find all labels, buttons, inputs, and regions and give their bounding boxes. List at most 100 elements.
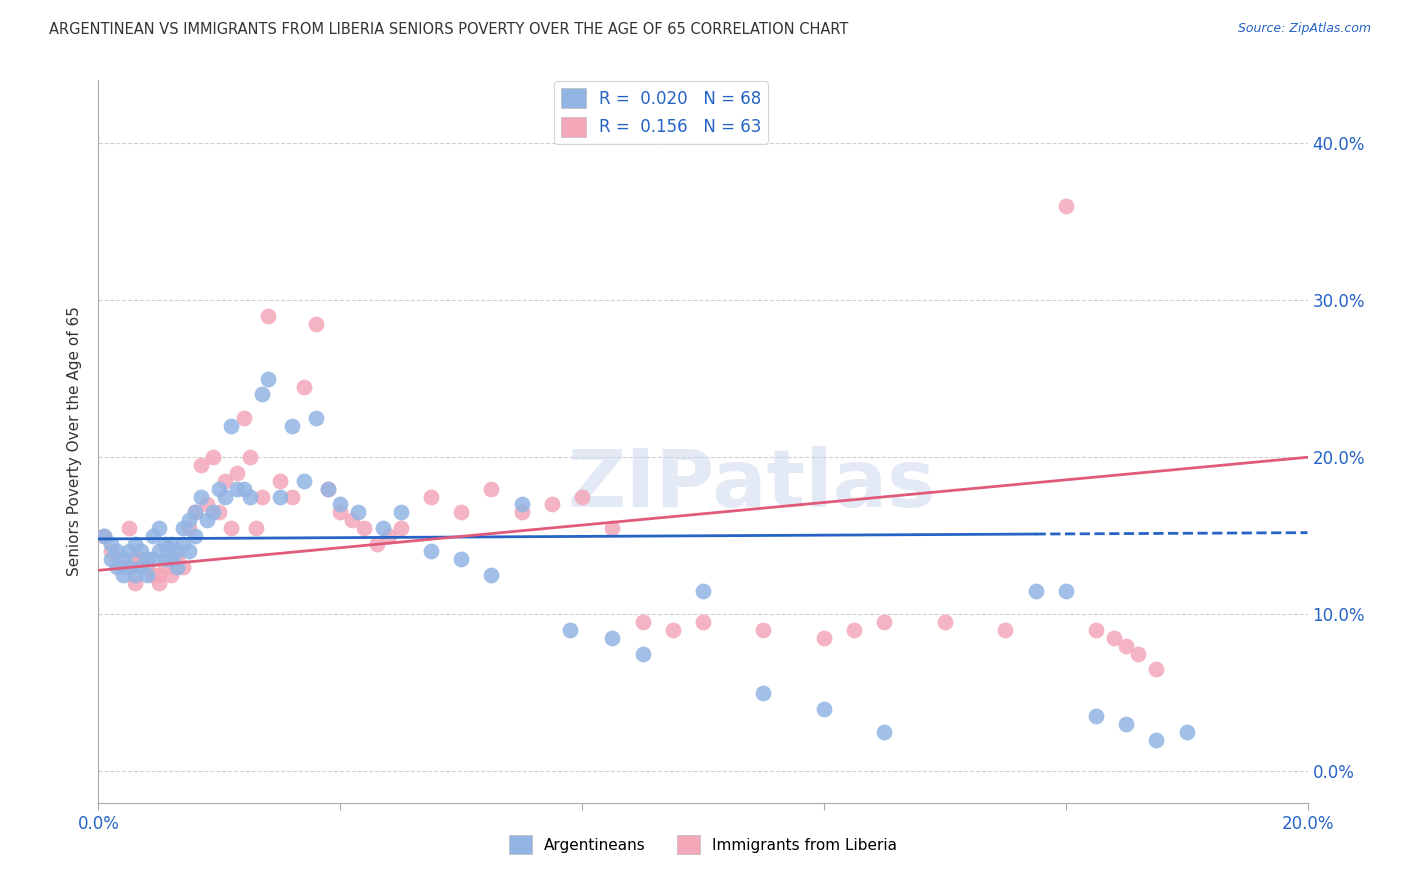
Point: [602, 521, 624, 535]
Point: [111, 552, 134, 566]
Point: [129, 552, 152, 566]
Point: [172, 560, 194, 574]
Point: [934, 615, 956, 630]
Point: [239, 490, 262, 504]
Point: [153, 560, 176, 574]
Point: [160, 536, 183, 550]
Point: [142, 552, 165, 566]
Point: [450, 505, 472, 519]
Point: [420, 544, 443, 558]
Point: [844, 623, 866, 637]
Point: [202, 505, 225, 519]
Point: [124, 568, 146, 582]
Point: [813, 631, 835, 645]
Point: [1024, 583, 1046, 598]
Point: [160, 568, 183, 582]
Point: [389, 521, 412, 535]
Point: [752, 623, 775, 637]
Point: [129, 560, 152, 574]
Point: [148, 544, 170, 558]
Point: [221, 521, 243, 535]
Point: [214, 490, 236, 504]
Point: [135, 560, 157, 574]
Point: [481, 482, 503, 496]
Point: [184, 505, 207, 519]
Point: [100, 552, 122, 566]
Point: [692, 583, 714, 598]
Point: [226, 466, 249, 480]
Point: [510, 497, 533, 511]
Point: [1115, 639, 1137, 653]
Point: [873, 725, 896, 739]
Point: [232, 482, 254, 496]
Point: [195, 513, 218, 527]
Point: [631, 647, 654, 661]
Point: [377, 529, 399, 543]
Point: [179, 513, 201, 527]
Point: [105, 544, 128, 558]
Point: [135, 568, 157, 582]
Point: [1085, 709, 1108, 723]
Point: [250, 387, 273, 401]
Point: [118, 544, 141, 558]
Point: [179, 544, 201, 558]
Point: [269, 474, 291, 488]
Point: [353, 521, 375, 535]
Point: [420, 490, 443, 504]
Point: [292, 379, 315, 393]
Point: [153, 536, 176, 550]
Point: [184, 529, 207, 543]
Point: [281, 418, 304, 433]
Point: [1115, 717, 1137, 731]
Point: [602, 631, 624, 645]
Point: [292, 474, 315, 488]
Point: [172, 536, 194, 550]
Point: [342, 513, 364, 527]
Point: [105, 552, 128, 566]
Point: [202, 450, 225, 465]
Point: [256, 309, 278, 323]
Point: [481, 568, 503, 582]
Point: [93, 529, 115, 543]
Point: [305, 411, 328, 425]
Y-axis label: Seniors Poverty Over the Age of 65: Seniors Poverty Over the Age of 65: [67, 307, 83, 576]
Point: [245, 521, 267, 535]
Point: [221, 418, 243, 433]
Point: [873, 615, 896, 630]
Point: [366, 536, 388, 550]
Point: [208, 505, 231, 519]
Point: [142, 529, 165, 543]
Point: [226, 482, 249, 496]
Point: [510, 505, 533, 519]
Point: [558, 623, 581, 637]
Point: [1054, 199, 1077, 213]
Point: [135, 552, 157, 566]
Text: ZIPatlas: ZIPatlas: [567, 446, 935, 524]
Point: [184, 505, 207, 519]
Point: [389, 505, 412, 519]
Point: [631, 615, 654, 630]
Point: [239, 450, 262, 465]
Point: [124, 552, 146, 566]
Point: [148, 568, 170, 582]
Point: [166, 560, 188, 574]
Point: [172, 521, 194, 535]
Point: [269, 490, 291, 504]
Point: [160, 552, 183, 566]
Point: [208, 482, 231, 496]
Legend: Argentineans, Immigrants from Liberia: Argentineans, Immigrants from Liberia: [503, 830, 903, 860]
Point: [100, 536, 122, 550]
Text: ARGENTINEAN VS IMMIGRANTS FROM LIBERIA SENIORS POVERTY OVER THE AGE OF 65 CORREL: ARGENTINEAN VS IMMIGRANTS FROM LIBERIA S…: [49, 22, 849, 37]
Point: [166, 544, 188, 558]
Point: [752, 686, 775, 700]
Point: [124, 575, 146, 590]
Point: [1128, 647, 1150, 661]
Point: [1144, 662, 1167, 676]
Point: [129, 544, 152, 558]
Text: Source: ZipAtlas.com: Source: ZipAtlas.com: [1237, 22, 1371, 36]
Point: [1175, 725, 1198, 739]
Point: [148, 575, 170, 590]
Point: [1102, 631, 1125, 645]
Point: [813, 701, 835, 715]
Point: [111, 568, 134, 582]
